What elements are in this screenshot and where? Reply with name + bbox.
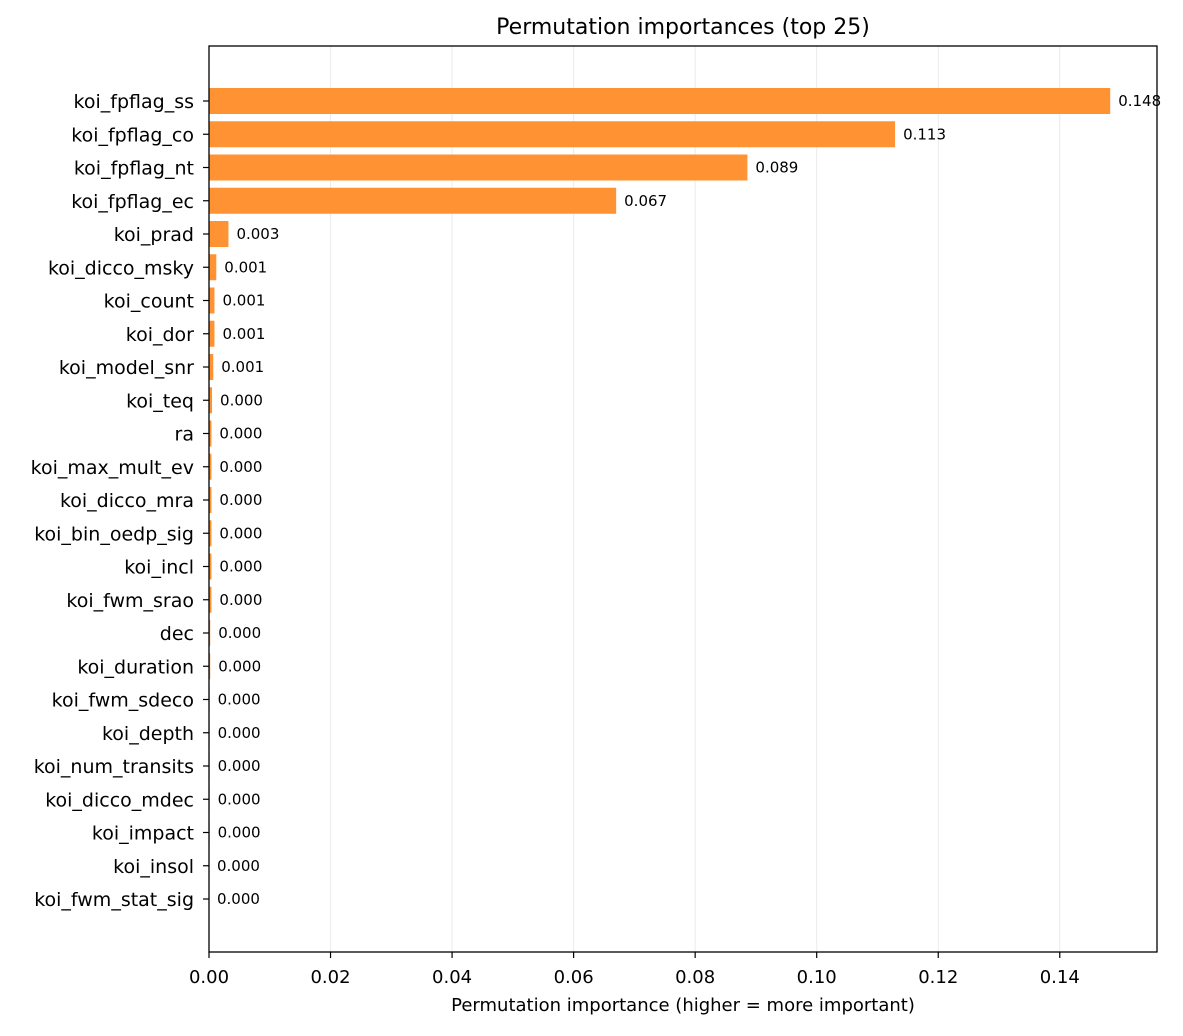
y-tick-label: koi_fwm_stat_sig xyxy=(34,889,194,911)
bar xyxy=(209,586,212,613)
bar xyxy=(209,354,214,380)
bar xyxy=(209,520,212,547)
bar xyxy=(209,221,229,247)
y-tick-label: koi_impact xyxy=(92,823,194,845)
data-label: 0.000 xyxy=(218,790,261,808)
y-tick-label: koi_fpflag_ec xyxy=(71,191,194,213)
data-label: 0.000 xyxy=(218,657,261,675)
x-tick-label: 0.12 xyxy=(918,967,958,988)
chart-title: Permutation importances (top 25) xyxy=(496,15,870,40)
bar xyxy=(209,320,215,347)
bar xyxy=(209,420,212,447)
data-label: 0.000 xyxy=(219,558,262,576)
bar xyxy=(209,254,217,281)
y-tick-label: koi_dor xyxy=(126,324,194,346)
y-tick-label: koi_fpflag_nt xyxy=(74,158,194,180)
y-tick-label: koi_max_mult_ev xyxy=(31,457,194,479)
data-label: 0.000 xyxy=(218,691,261,709)
y-tick-label: koi_teq xyxy=(126,390,194,412)
x-axis-label: Permutation importance (higher = more im… xyxy=(451,995,915,1016)
y-tick-label: koi_depth xyxy=(102,723,194,745)
data-label: 0.000 xyxy=(218,757,261,775)
bar xyxy=(209,453,212,480)
x-tick-label: 0.04 xyxy=(432,967,472,988)
data-label: 0.113 xyxy=(903,125,946,143)
y-tick-label: koi_fpflag_ss xyxy=(74,91,194,113)
data-label: 0.089 xyxy=(755,159,798,177)
data-label: 0.000 xyxy=(219,425,262,443)
data-label: 0.000 xyxy=(219,458,262,476)
y-tick-label: koi_count xyxy=(104,291,194,313)
y-tick-label: koi_prad xyxy=(114,224,194,246)
data-label: 0.067 xyxy=(624,192,667,210)
x-tick-label: 0.06 xyxy=(554,967,594,988)
bar xyxy=(209,287,215,314)
y-tick-label: koi_incl xyxy=(124,557,194,579)
y-tick-label: koi_bin_oedp_sig xyxy=(34,523,194,545)
plot-frame xyxy=(208,45,1158,953)
y-tick-label: koi_fwm_srao xyxy=(66,590,194,612)
data-label: 0.000 xyxy=(217,857,260,875)
data-label: 0.001 xyxy=(222,325,265,343)
bar xyxy=(209,387,213,414)
y-tick-label: koi_duration xyxy=(77,656,194,678)
y-tick-label: koi_dicco_mra xyxy=(60,490,194,512)
data-label: 0.000 xyxy=(218,724,261,742)
data-labels: 0.148 0.113 0.089 0.067 0.003 0.001 0.001 0.001… xyxy=(217,92,1161,908)
x-tick-label: 0.10 xyxy=(797,967,837,988)
bar xyxy=(209,88,1111,114)
y-tick-label: koi_fpflag_co xyxy=(71,124,194,146)
x-tick-label: 0.08 xyxy=(675,967,715,988)
data-label: 0.000 xyxy=(218,824,261,842)
x-tick-label: 0.14 xyxy=(1040,967,1080,988)
y-axis-ticks: koi_fpflag_ss koi_fpflag_co koi_fpflag_ntk… xyxy=(31,91,209,911)
data-label: 0.148 xyxy=(1118,92,1161,110)
y-tick-label: koi_dicco_mdec xyxy=(45,789,194,811)
bar xyxy=(209,154,748,181)
y-tick-label: koi_fwm_sdeco xyxy=(52,690,194,712)
x-tick-label: 0.02 xyxy=(310,967,350,988)
y-tick-label: ra xyxy=(175,424,194,446)
bar xyxy=(209,487,212,513)
data-label: 0.000 xyxy=(219,524,262,542)
data-label: 0.000 xyxy=(219,491,262,509)
bars xyxy=(209,88,1111,846)
y-tick-label: koi_num_transits xyxy=(34,756,194,778)
x-tick-label: 0.00 xyxy=(189,967,229,988)
data-label: 0.001 xyxy=(221,358,264,376)
data-label: 0.003 xyxy=(236,225,279,243)
data-label: 0.000 xyxy=(218,624,261,642)
data-label: 0.000 xyxy=(217,890,260,908)
data-label: 0.001 xyxy=(224,258,267,276)
grid-lines xyxy=(208,46,1061,952)
data-label: 0.001 xyxy=(222,292,265,310)
y-tick-label: koi_model_snr xyxy=(59,357,194,379)
bar xyxy=(209,121,896,148)
bar xyxy=(209,553,212,580)
bar xyxy=(209,187,617,214)
data-label: 0.000 xyxy=(219,591,262,609)
x-axis-ticks: 0.00 0.02 0.04 0.06 0.08 0.10 0.12 0.14 xyxy=(189,952,1080,988)
y-tick-label: dec xyxy=(160,623,194,645)
y-tick-label: koi_insol xyxy=(113,856,194,878)
data-label: 0.000 xyxy=(220,391,263,409)
y-tick-label: koi_dicco_msky xyxy=(48,257,194,279)
